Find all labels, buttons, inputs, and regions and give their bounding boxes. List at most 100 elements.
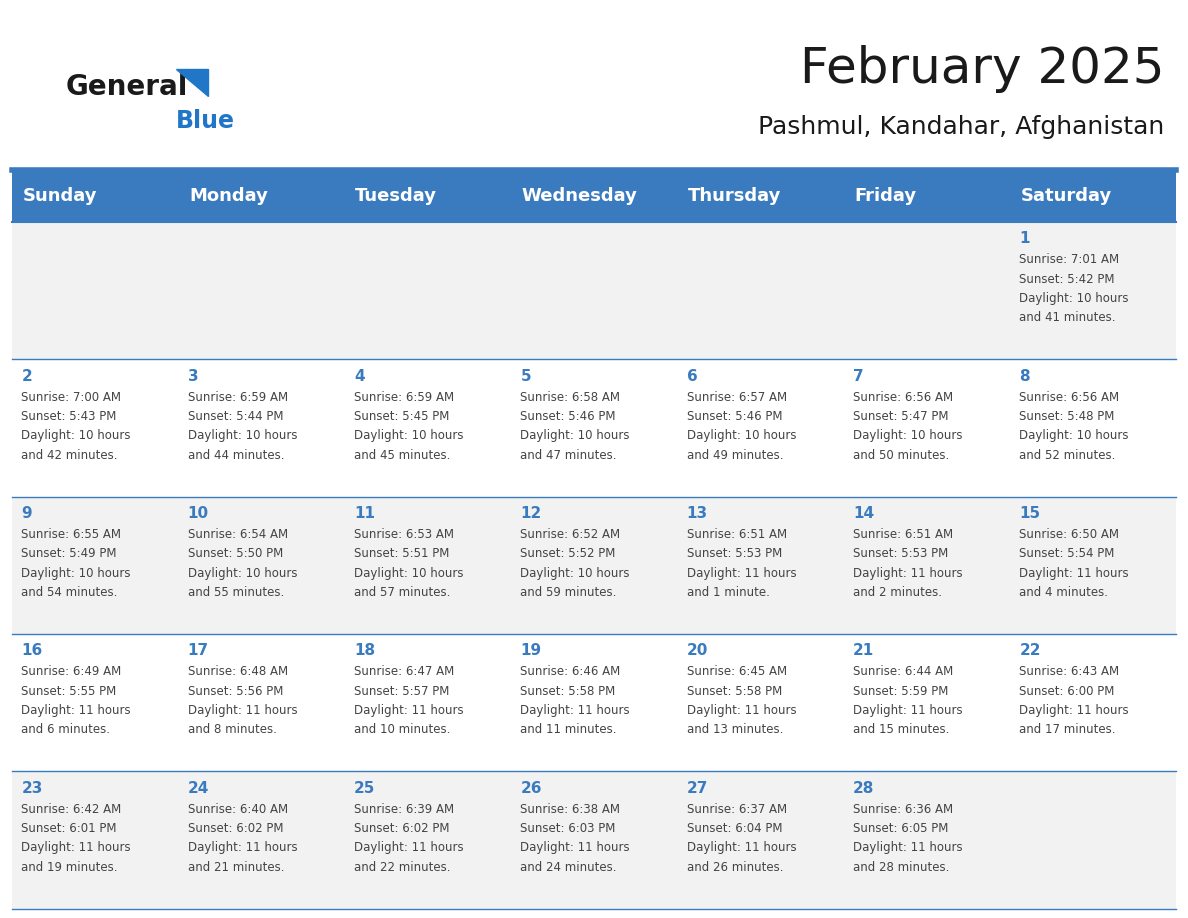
Text: Sunrise: 6:53 AM: Sunrise: 6:53 AM — [354, 528, 454, 541]
Text: and 24 minutes.: and 24 minutes. — [520, 860, 617, 874]
Bar — [12, 170, 1176, 222]
Text: Tuesday: Tuesday — [355, 187, 437, 205]
Text: Sunset: 5:53 PM: Sunset: 5:53 PM — [853, 547, 948, 560]
Text: Sunset: 5:52 PM: Sunset: 5:52 PM — [520, 547, 615, 560]
Text: Sunset: 6:01 PM: Sunset: 6:01 PM — [21, 822, 116, 835]
Text: Sunset: 5:47 PM: Sunset: 5:47 PM — [853, 410, 948, 423]
Text: Daylight: 10 hours: Daylight: 10 hours — [188, 430, 297, 442]
Text: Sunset: 5:51 PM: Sunset: 5:51 PM — [354, 547, 449, 560]
Text: Sunrise: 6:45 AM: Sunrise: 6:45 AM — [687, 666, 786, 678]
Text: Daylight: 11 hours: Daylight: 11 hours — [1019, 704, 1129, 717]
Text: 22: 22 — [1019, 644, 1041, 658]
Text: and 6 minutes.: and 6 minutes. — [21, 723, 110, 736]
Text: 14: 14 — [853, 506, 874, 521]
Text: Daylight: 10 hours: Daylight: 10 hours — [21, 566, 131, 579]
Text: Sunset: 6:02 PM: Sunset: 6:02 PM — [188, 822, 283, 835]
Text: Daylight: 10 hours: Daylight: 10 hours — [354, 566, 463, 579]
Text: 11: 11 — [354, 506, 375, 521]
Text: 12: 12 — [520, 506, 542, 521]
Text: Sunset: 6:05 PM: Sunset: 6:05 PM — [853, 822, 948, 835]
Text: Daylight: 10 hours: Daylight: 10 hours — [687, 430, 796, 442]
Text: Sunrise: 6:49 AM: Sunrise: 6:49 AM — [21, 666, 121, 678]
Text: Sunrise: 7:01 AM: Sunrise: 7:01 AM — [1019, 253, 1119, 266]
Text: and 54 minutes.: and 54 minutes. — [21, 586, 118, 599]
Text: 10: 10 — [188, 506, 209, 521]
Text: 26: 26 — [520, 780, 542, 796]
Text: Sunrise: 6:48 AM: Sunrise: 6:48 AM — [188, 666, 287, 678]
Text: Thursday: Thursday — [688, 187, 782, 205]
Text: and 55 minutes.: and 55 minutes. — [188, 586, 284, 599]
Text: Daylight: 11 hours: Daylight: 11 hours — [853, 566, 962, 579]
Text: and 21 minutes.: and 21 minutes. — [188, 860, 284, 874]
Text: Sunset: 5:56 PM: Sunset: 5:56 PM — [188, 685, 283, 698]
Text: 7: 7 — [853, 369, 864, 384]
Text: Sunrise: 6:43 AM: Sunrise: 6:43 AM — [1019, 666, 1119, 678]
Text: 19: 19 — [520, 644, 542, 658]
Text: Sunrise: 7:00 AM: Sunrise: 7:00 AM — [21, 391, 121, 404]
Text: Daylight: 11 hours: Daylight: 11 hours — [354, 704, 463, 717]
Text: Sunset: 6:02 PM: Sunset: 6:02 PM — [354, 822, 449, 835]
Text: Sunset: 5:43 PM: Sunset: 5:43 PM — [21, 410, 116, 423]
Text: Saturday: Saturday — [1020, 187, 1112, 205]
Text: Sunset: 5:50 PM: Sunset: 5:50 PM — [188, 547, 283, 560]
Text: Sunset: 5:55 PM: Sunset: 5:55 PM — [21, 685, 116, 698]
Text: Sunrise: 6:51 AM: Sunrise: 6:51 AM — [853, 528, 953, 541]
Text: Monday: Monday — [189, 187, 267, 205]
Text: and 10 minutes.: and 10 minutes. — [354, 723, 450, 736]
Text: Sunrise: 6:51 AM: Sunrise: 6:51 AM — [687, 528, 786, 541]
Text: Sunrise: 6:47 AM: Sunrise: 6:47 AM — [354, 666, 454, 678]
Text: 16: 16 — [21, 644, 43, 658]
Text: 9: 9 — [21, 506, 32, 521]
Text: Sunset: 5:58 PM: Sunset: 5:58 PM — [687, 685, 782, 698]
Text: Sunrise: 6:55 AM: Sunrise: 6:55 AM — [21, 528, 121, 541]
Text: Sunrise: 6:40 AM: Sunrise: 6:40 AM — [188, 802, 287, 816]
Text: Sunrise: 6:59 AM: Sunrise: 6:59 AM — [188, 391, 287, 404]
Text: and 52 minutes.: and 52 minutes. — [1019, 449, 1116, 462]
Text: and 57 minutes.: and 57 minutes. — [354, 586, 450, 599]
Text: Daylight: 11 hours: Daylight: 11 hours — [853, 704, 962, 717]
Text: Sunrise: 6:38 AM: Sunrise: 6:38 AM — [520, 802, 620, 816]
Bar — [12, 771, 1176, 909]
Text: and 44 minutes.: and 44 minutes. — [188, 449, 284, 462]
Text: Daylight: 10 hours: Daylight: 10 hours — [188, 566, 297, 579]
Text: and 15 minutes.: and 15 minutes. — [853, 723, 949, 736]
Text: Sunset: 6:00 PM: Sunset: 6:00 PM — [1019, 685, 1114, 698]
Text: and 17 minutes.: and 17 minutes. — [1019, 723, 1116, 736]
Text: and 22 minutes.: and 22 minutes. — [354, 860, 450, 874]
Text: Daylight: 10 hours: Daylight: 10 hours — [1019, 430, 1129, 442]
Text: 2: 2 — [21, 369, 32, 384]
Text: Daylight: 11 hours: Daylight: 11 hours — [520, 841, 630, 855]
Text: Sunset: 5:46 PM: Sunset: 5:46 PM — [520, 410, 615, 423]
Text: Sunrise: 6:57 AM: Sunrise: 6:57 AM — [687, 391, 786, 404]
Text: Sunrise: 6:39 AM: Sunrise: 6:39 AM — [354, 802, 454, 816]
Text: Pashmul, Kandahar, Afghanistan: Pashmul, Kandahar, Afghanistan — [758, 115, 1164, 139]
Text: Daylight: 11 hours: Daylight: 11 hours — [188, 841, 297, 855]
Text: Daylight: 10 hours: Daylight: 10 hours — [354, 430, 463, 442]
Text: 3: 3 — [188, 369, 198, 384]
Text: Blue: Blue — [176, 109, 235, 133]
Text: Daylight: 10 hours: Daylight: 10 hours — [1019, 292, 1129, 305]
Text: 15: 15 — [1019, 506, 1041, 521]
Text: Sunset: 5:42 PM: Sunset: 5:42 PM — [1019, 273, 1114, 285]
Text: Daylight: 11 hours: Daylight: 11 hours — [21, 704, 131, 717]
Bar — [12, 222, 1176, 360]
Text: and 8 minutes.: and 8 minutes. — [188, 723, 277, 736]
Text: Daylight: 10 hours: Daylight: 10 hours — [853, 430, 962, 442]
Text: and 4 minutes.: and 4 minutes. — [1019, 586, 1108, 599]
Text: Daylight: 11 hours: Daylight: 11 hours — [188, 704, 297, 717]
Text: Sunset: 6:04 PM: Sunset: 6:04 PM — [687, 822, 782, 835]
Text: and 11 minutes.: and 11 minutes. — [520, 723, 617, 736]
Text: Sunrise: 6:50 AM: Sunrise: 6:50 AM — [1019, 528, 1119, 541]
Text: Sunset: 5:49 PM: Sunset: 5:49 PM — [21, 547, 116, 560]
Text: Sunrise: 6:58 AM: Sunrise: 6:58 AM — [520, 391, 620, 404]
Text: Sunset: 5:44 PM: Sunset: 5:44 PM — [188, 410, 283, 423]
Text: and 47 minutes.: and 47 minutes. — [520, 449, 617, 462]
Text: Daylight: 11 hours: Daylight: 11 hours — [354, 841, 463, 855]
Text: February 2025: February 2025 — [800, 45, 1164, 93]
Polygon shape — [176, 69, 208, 96]
Text: and 26 minutes.: and 26 minutes. — [687, 860, 783, 874]
Text: Sunrise: 6:56 AM: Sunrise: 6:56 AM — [1019, 391, 1119, 404]
Text: 8: 8 — [1019, 369, 1030, 384]
Text: Sunset: 5:45 PM: Sunset: 5:45 PM — [354, 410, 449, 423]
Text: 18: 18 — [354, 644, 375, 658]
